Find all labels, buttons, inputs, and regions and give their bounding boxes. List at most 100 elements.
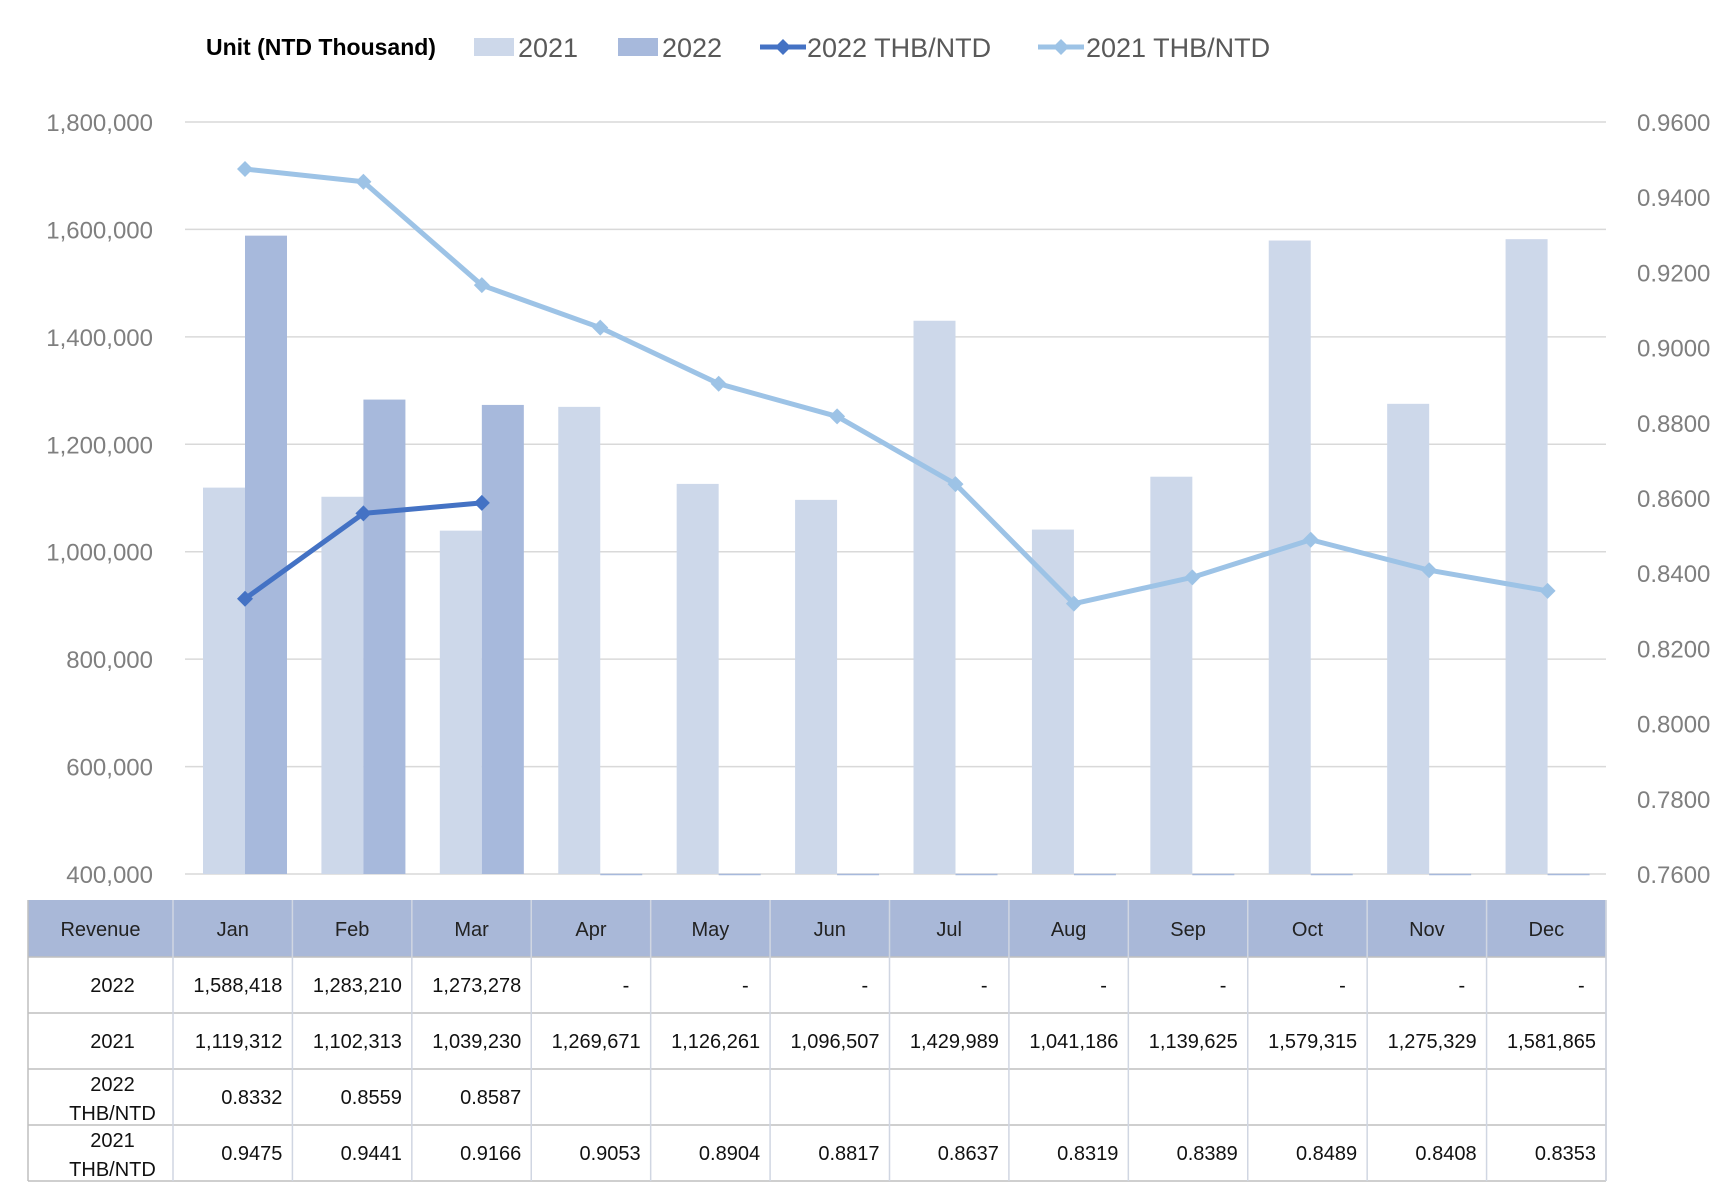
right-tick-label: 0.9200 <box>1637 260 1710 287</box>
table-row-label: 2022 <box>90 975 135 997</box>
legend-label-2021-rate: 2021 THB/NTD <box>1086 33 1270 63</box>
table-header-may: May <box>691 919 729 941</box>
table-cell: 1,119,312 <box>195 1031 283 1053</box>
right-tick-label: 0.8400 <box>1637 561 1710 588</box>
table-cell: 0.8389 <box>1177 1143 1238 1165</box>
table-cell: 1,579,315 <box>1268 1031 1357 1053</box>
table-cell: 0.8489 <box>1296 1143 1357 1165</box>
table-row-label: 2021 <box>90 1130 135 1152</box>
table-cell: - <box>1339 975 1346 997</box>
right-tick-label: 0.9600 <box>1637 110 1710 137</box>
left-axis: 1,800,000 1,600,000 1,400,000 1,200,000 1,00… <box>46 110 153 889</box>
legend-swatch-2021-rate <box>1038 39 1084 55</box>
table-cell: 0.9475 <box>221 1143 282 1165</box>
legend-swatch-2022 <box>618 38 658 56</box>
table-row-label: THB/NTD <box>69 1159 156 1181</box>
table-cell: 0.8353 <box>1535 1143 1596 1165</box>
marker-2022-thb-ntd <box>355 505 372 522</box>
table-header-mar: Mar <box>454 919 489 941</box>
left-tick-label: 1,200,000 <box>46 432 153 459</box>
table-cell: 1,041,186 <box>1029 1031 1118 1053</box>
left-tick-label: 400,000 <box>66 862 153 889</box>
left-tick-label: 1,400,000 <box>46 325 153 352</box>
bar-2021 <box>913 320 956 874</box>
legend-label-2022-rate: 2022 THB/NTD <box>807 33 991 63</box>
table-cell: - <box>981 975 988 997</box>
table-cell: 0.9441 <box>341 1143 402 1165</box>
table-row-label: 2022 <box>90 1074 135 1096</box>
table-header-aug: Aug <box>1051 919 1087 941</box>
bar-2021 <box>1150 476 1193 874</box>
table-header-jul: Jul <box>936 919 962 941</box>
table-cell: 1,039,230 <box>432 1031 521 1053</box>
marker-2021-thb-ntd <box>473 277 490 294</box>
right-tick-label: 0.9400 <box>1637 185 1710 212</box>
right-axis: 0.9600 0.9400 0.9200 0.9000 0.8800 0.8600 0.84… <box>1637 110 1710 889</box>
marker-2021-thb-ntd <box>710 375 727 392</box>
right-tick-label: 0.9000 <box>1637 336 1710 363</box>
table-cell: 1,102,313 <box>313 1031 402 1053</box>
data-table: Revenue Jan Feb Mar Apr May Jun Jul Aug Sep Oct Nov… <box>27 900 1607 1182</box>
table-cell: 0.8319 <box>1057 1143 1118 1165</box>
gridlines <box>185 121 1606 875</box>
table-cell: 0.8587 <box>460 1087 521 1109</box>
table-header-label: Revenue <box>60 919 140 941</box>
right-tick-label: 0.8200 <box>1637 636 1710 663</box>
legend-swatch-2022-rate <box>760 39 806 55</box>
bar-2021 <box>1387 403 1430 874</box>
bar-2021 <box>795 499 838 874</box>
legend-label-2022: 2022 <box>662 33 722 63</box>
table-cell: 0.8637 <box>938 1143 999 1165</box>
table-cell: 1,429,989 <box>910 1031 999 1053</box>
table-cell: 0.8904 <box>699 1143 760 1165</box>
marker-2021-thb-ntd <box>829 408 846 425</box>
table-cell: 1,139,625 <box>1149 1031 1238 1053</box>
bar-2022 <box>481 404 524 874</box>
table-cell: - <box>623 975 630 997</box>
table-header-dec: Dec <box>1529 919 1565 941</box>
legend-label-2021: 2021 <box>518 33 578 63</box>
table-cell: - <box>742 975 749 997</box>
bar-2021 <box>321 496 364 874</box>
bar-2021 <box>439 530 482 874</box>
marker-2021-thb-ntd <box>1184 569 1201 586</box>
bar-2021 <box>676 483 719 874</box>
left-tick-label: 800,000 <box>66 647 153 674</box>
table-cell: 1,269,671 <box>552 1031 641 1053</box>
line-2021-thb-ntd <box>244 166 1549 607</box>
left-tick-label: 1,600,000 <box>46 217 153 244</box>
bar-2021 <box>558 406 601 874</box>
bar-2021 <box>203 487 245 874</box>
legend-swatch-2021 <box>474 38 514 56</box>
bar-2022 <box>245 235 287 874</box>
table-cell: 0.8408 <box>1415 1143 1476 1165</box>
table-row-label: THB/NTD <box>69 1103 156 1125</box>
table-header-sep: Sep <box>1170 919 1206 941</box>
table-cell: - <box>1459 975 1466 997</box>
bar-2022 <box>363 399 406 874</box>
marker-2021-thb-ntd <box>1421 562 1438 579</box>
table-cell: 1,283,210 <box>313 975 402 997</box>
table-header-apr: Apr <box>575 919 606 941</box>
table-header-oct: Oct <box>1292 919 1324 941</box>
table-cell: 0.9166 <box>460 1143 521 1165</box>
table-header-jan: Jan <box>217 919 249 941</box>
table-cell: - <box>1220 975 1227 997</box>
table-header-bg <box>28 900 1606 957</box>
table-header-nov: Nov <box>1409 919 1445 941</box>
table-cell: 1,126,261 <box>671 1031 760 1053</box>
marker-2021-thb-ntd <box>1539 582 1556 599</box>
bar-2021 <box>1505 239 1548 874</box>
table-cell: 0.9053 <box>579 1143 640 1165</box>
right-tick-label: 0.7800 <box>1637 787 1710 814</box>
marker-2021-thb-ntd <box>237 161 253 177</box>
marker-2022-thb-ntd <box>473 494 490 511</box>
bars <box>203 235 1590 876</box>
right-tick-label: 0.8000 <box>1637 712 1710 739</box>
table-cell: 1,588,418 <box>193 975 282 997</box>
marker-2021-thb-ntd <box>592 319 609 336</box>
bar-2021 <box>1268 240 1311 874</box>
right-tick-label: 0.8800 <box>1637 411 1710 438</box>
table-cell: 1,273,278 <box>432 975 521 997</box>
